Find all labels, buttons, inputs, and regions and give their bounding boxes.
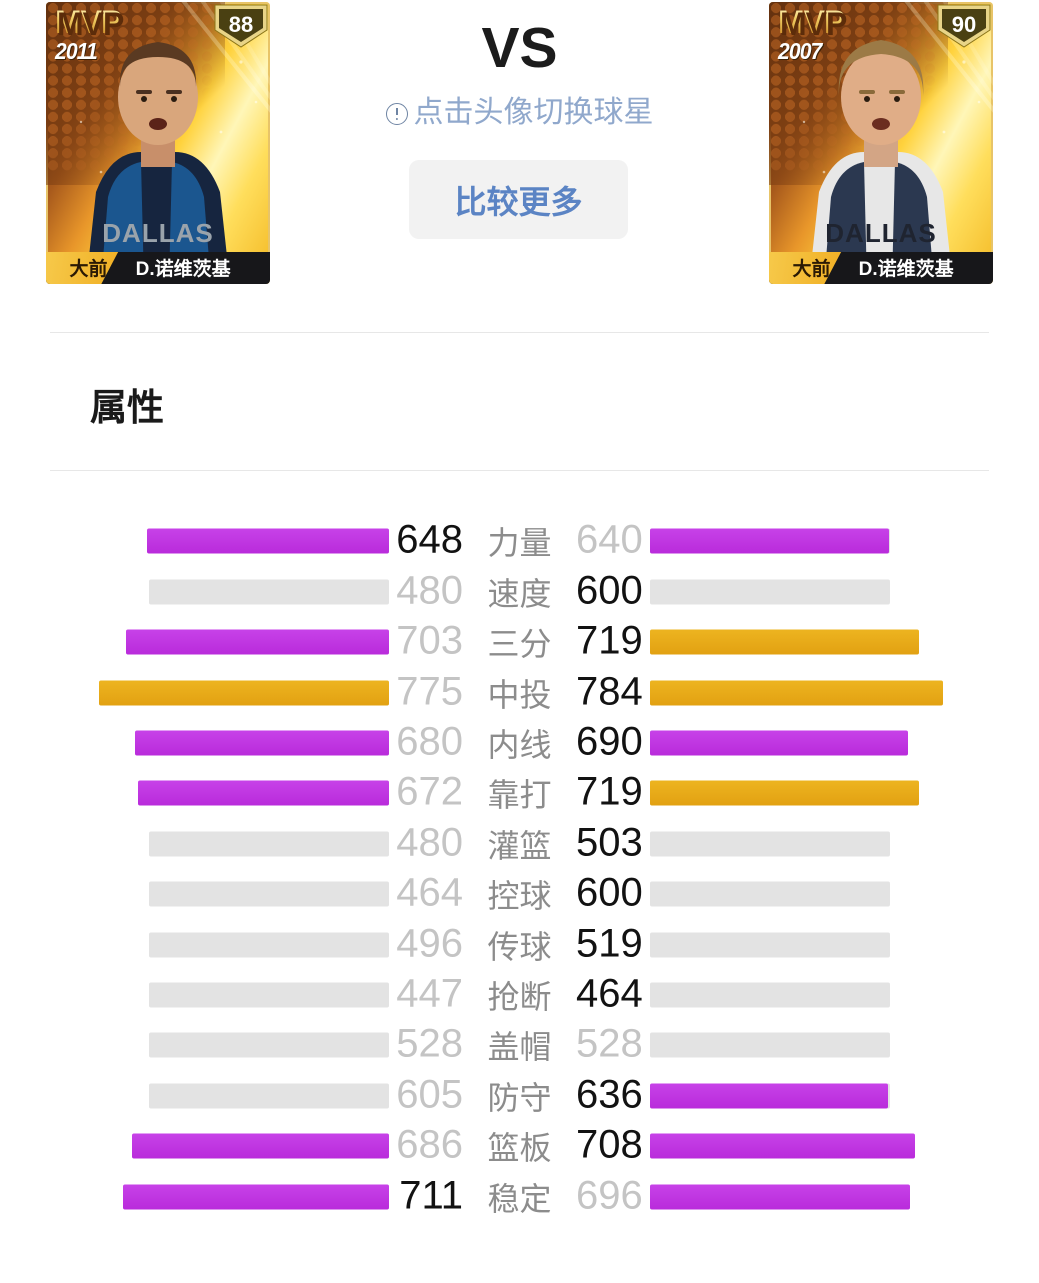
svg-text:DALLAS: DALLAS — [102, 218, 213, 248]
svg-text:DALLAS: DALLAS — [825, 218, 936, 248]
